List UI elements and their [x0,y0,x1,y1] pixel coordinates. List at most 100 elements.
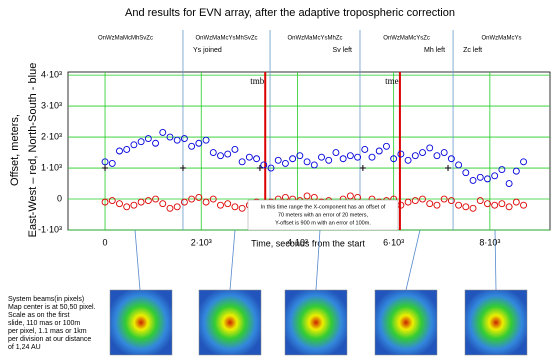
point [246,154,252,160]
point [138,199,144,205]
y-tick-label: 3·10³ [41,100,62,110]
station-set: OnWzMaMcYs [482,36,522,42]
x-tick-label: 8·10³ [479,237,500,247]
point [282,194,288,200]
point [448,156,454,162]
point [347,153,353,159]
point [189,143,195,149]
point [239,205,245,211]
point [319,154,325,160]
station-set: OnWzMaMcYsMhSvZc [195,36,257,42]
point [492,202,498,208]
station-set: OnWzMaMcMhSvZc [98,36,153,42]
point [239,159,245,165]
event-label: Zc left [463,47,482,54]
point [420,150,426,156]
point [109,198,115,204]
point [282,160,288,166]
note-line: per division at our distance [8,336,91,343]
station-set: OnWzMaMcYsMhZc [288,36,343,42]
point [145,136,151,142]
point [203,137,209,143]
point [160,129,166,135]
point [275,157,281,163]
point [290,156,296,162]
point [477,198,483,204]
note-line: Scale as on the first [8,312,70,319]
point [181,136,187,142]
x-axis-label: Time, seconds from the start [251,238,365,248]
point [160,201,166,207]
x-tick-label: 4·10³ [287,237,308,247]
point [521,202,527,208]
annotation: 70 meters with an error of 20 meters, [278,212,369,218]
point [181,199,187,205]
point [427,201,433,207]
point [412,198,418,204]
annotation: In this time range the X-component has a… [261,204,386,210]
point [441,150,447,156]
point [521,159,527,165]
point [513,199,519,205]
point [470,205,476,211]
note-line: of 1,24 AU [8,344,41,351]
chart: And results for EVN array, after the ada… [0,0,555,362]
point [124,146,130,152]
point [225,151,231,157]
point [434,202,440,208]
point [225,201,231,207]
y-tick-label: 4·10³ [41,69,62,79]
point [499,201,505,207]
y-axis-label: Offset, meters, [9,114,21,186]
point [210,150,216,156]
note-line: Map center is at 50,50 pixel. [8,304,96,311]
point [217,153,223,159]
point [153,140,159,146]
point [232,146,238,152]
point [116,148,122,154]
point [174,204,180,210]
point [124,204,130,210]
y-tick-label: 0 [57,193,62,203]
point [138,139,144,145]
point [257,165,263,171]
point [470,177,476,183]
point [131,202,137,208]
point [405,199,411,205]
note-line: slide, 110 mas or 100m [8,320,80,327]
point [347,193,353,199]
beam-map [375,290,437,355]
note-line: System beams(in pixels) [8,296,84,303]
point [311,194,317,200]
event-label: Ys joined [193,47,222,54]
x-tick-label: 2·10³ [191,237,212,247]
point [412,153,418,159]
point [217,202,223,208]
point [427,145,433,151]
point [506,204,512,210]
point [304,159,310,165]
point [445,165,451,171]
point [369,154,375,160]
point [311,162,317,168]
point [340,156,346,162]
point [326,157,332,163]
point [109,160,115,166]
point [180,165,186,171]
note: System beams(in pixels) Map center is at… [8,296,96,351]
y-tick-label: 1·10³ [41,162,62,172]
point [254,156,260,162]
point [463,204,469,210]
point [333,150,339,156]
point [145,198,151,204]
point [362,146,368,152]
point [203,199,209,205]
y-tick-label: 2·10³ [41,131,62,141]
point [131,142,137,148]
y-axis-label: East-West – red, North-South - blue [27,63,39,238]
point [174,137,180,143]
event-label: Mh left [424,47,445,54]
y-tick-label: -1·10³ [38,224,62,234]
point [506,181,512,187]
point [463,170,469,176]
